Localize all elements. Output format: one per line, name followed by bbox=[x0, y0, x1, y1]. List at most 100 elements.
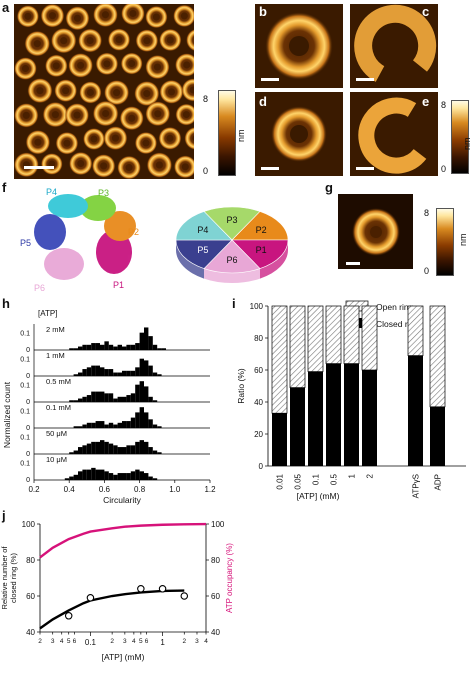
pie-side-p1 bbox=[260, 240, 288, 279]
afm-ring-center bbox=[167, 88, 175, 96]
h-bar bbox=[86, 395, 92, 402]
scale-bar-e bbox=[356, 167, 374, 170]
h-bar bbox=[73, 474, 78, 480]
h-bar bbox=[122, 473, 127, 480]
h-bar bbox=[148, 396, 153, 402]
i-bar-open bbox=[429, 305, 446, 408]
h-bar bbox=[86, 469, 92, 480]
h-xtick-label: 0.4 bbox=[64, 485, 76, 494]
colorbar-a-unit: nm bbox=[236, 129, 246, 142]
afm-ring-center bbox=[113, 89, 121, 97]
h-bar bbox=[108, 344, 114, 350]
afm-ring-center bbox=[73, 111, 81, 119]
h-bar bbox=[104, 471, 109, 480]
h-bar bbox=[126, 473, 131, 480]
pie-slice-p2 bbox=[231, 211, 289, 241]
h-bar bbox=[117, 372, 122, 376]
structure-label-p4: P4 bbox=[46, 187, 58, 197]
ratio-bar-chart: Open ring Closed ring 0 20 40 60 80 100 Ratio (%… bbox=[236, 300, 466, 501]
h-bar bbox=[69, 348, 74, 350]
i-bar-open bbox=[289, 305, 306, 388]
h-bar bbox=[113, 424, 118, 428]
i-xtick-label: 0.5 bbox=[330, 473, 339, 485]
afm-ring-center bbox=[182, 111, 190, 119]
h-bar bbox=[144, 386, 149, 402]
j-xtick-label: 5 bbox=[67, 638, 71, 645]
h-bar bbox=[126, 370, 131, 376]
afm-ring-center bbox=[77, 61, 85, 69]
h-bar bbox=[82, 344, 87, 350]
afm-ring-center bbox=[125, 164, 133, 172]
h-bar bbox=[78, 372, 83, 376]
h-bar bbox=[86, 443, 92, 454]
h-bar bbox=[144, 360, 149, 376]
h-bar bbox=[139, 381, 144, 402]
h-bar bbox=[91, 391, 96, 402]
colorbar-a-max: 8 bbox=[203, 94, 209, 104]
h-bar bbox=[152, 424, 158, 428]
structure-label-p3: P3 bbox=[98, 188, 110, 198]
h-bar bbox=[122, 396, 127, 402]
colorbar-e-unit: nm bbox=[462, 137, 472, 150]
h-bar bbox=[86, 344, 92, 350]
h-xtick-label: 1.0 bbox=[169, 485, 181, 494]
i-bar-closed bbox=[326, 363, 341, 466]
h-bar bbox=[86, 422, 92, 428]
h-bar bbox=[144, 473, 149, 480]
pie-side-p5 bbox=[176, 240, 204, 279]
j-data-point bbox=[86, 594, 95, 602]
panel-label-g: g bbox=[325, 180, 333, 195]
hexamer-structure bbox=[34, 194, 136, 280]
afm-ring-center bbox=[155, 161, 163, 169]
i-xtick-label: 2 bbox=[366, 473, 375, 478]
h-bar bbox=[104, 369, 109, 376]
h-bar bbox=[139, 407, 144, 428]
afm-image-a-rings bbox=[14, 4, 194, 179]
h-bar bbox=[152, 344, 158, 350]
j-xtick-label: 4 bbox=[132, 638, 136, 645]
h-bar bbox=[91, 467, 96, 480]
h-bar bbox=[108, 369, 114, 376]
i-xlabel: [ATP] (mM) bbox=[297, 491, 340, 501]
i-bar-open bbox=[407, 305, 424, 356]
pie-label-p3: P3 bbox=[226, 215, 237, 225]
pie-label-p6: P6 bbox=[226, 255, 237, 265]
h-bar bbox=[73, 400, 78, 402]
h-bar bbox=[100, 367, 105, 376]
h-bar bbox=[78, 471, 83, 480]
i-xtick-label: ATPγS bbox=[412, 474, 421, 498]
j-xtick-label: 6 bbox=[73, 638, 77, 645]
afm-ring-center bbox=[143, 90, 151, 98]
h-bar bbox=[135, 412, 140, 428]
j-xtick-label: 2 bbox=[110, 638, 114, 645]
i-xtick-label: 0.01 bbox=[276, 473, 285, 489]
afm-ring-center bbox=[153, 63, 161, 71]
i-xtick-label: 1 bbox=[348, 473, 357, 478]
h-bar bbox=[91, 343, 96, 350]
panel-label-f: f bbox=[2, 180, 7, 195]
h-bar bbox=[130, 370, 136, 376]
pie-slice-p1 bbox=[231, 239, 289, 269]
h-bar bbox=[91, 365, 96, 376]
pie-slice-p6 bbox=[203, 239, 261, 274]
pie-label-p5: P5 bbox=[197, 245, 208, 255]
h-bar bbox=[139, 440, 144, 454]
j-xtick-label: 3 bbox=[123, 638, 127, 645]
h-bar bbox=[135, 469, 140, 480]
panel-label-a: a bbox=[2, 0, 10, 15]
afm-image-e bbox=[350, 92, 438, 176]
h-bar bbox=[95, 421, 100, 428]
i-ytick-label: 100 bbox=[250, 302, 264, 311]
colorbar-e-min: 0 bbox=[441, 164, 447, 174]
h-ytick: 0 bbox=[26, 451, 30, 458]
structure-label-p5: P5 bbox=[20, 238, 32, 248]
h-ytick: 0.1 bbox=[20, 435, 30, 442]
afm-ring-center bbox=[181, 163, 189, 171]
h-ytick: 0 bbox=[26, 425, 30, 432]
scale-bar-b bbox=[261, 78, 279, 81]
histogram-chart: [ATP] 2 mM 0.1 0 1 mM 0.1 0 0.5 mM 0.1 0 0.1 mM 0.1… bbox=[2, 309, 216, 505]
afm-ring-center bbox=[180, 12, 188, 20]
j-data-point bbox=[64, 612, 73, 620]
afm-image-b bbox=[255, 4, 343, 88]
afm-ring-center bbox=[115, 36, 123, 44]
